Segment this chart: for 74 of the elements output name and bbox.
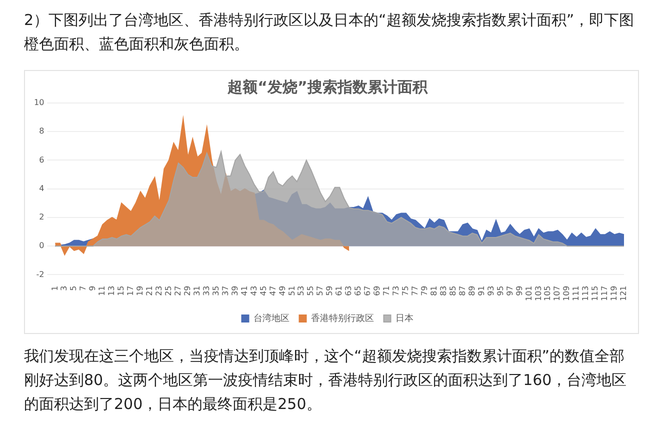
x-tick-label: 93: [486, 286, 496, 296]
x-tick-label: 1: [50, 286, 60, 291]
x-tick-label: 107: [552, 286, 562, 302]
legend-label: 香港特别行政区: [310, 312, 374, 324]
x-tick-label: 99: [514, 286, 524, 296]
x-tick-label: 5: [69, 286, 78, 291]
x-tick-label: 105: [543, 286, 552, 302]
x-tick-label: 63: [344, 286, 354, 296]
x-tick-label: 13: [107, 286, 116, 296]
x-tick-label: 61: [334, 286, 344, 296]
x-tick-label: 119: [610, 286, 619, 302]
x-tick-label: 65: [354, 286, 363, 296]
x-tick-label: 75: [401, 286, 410, 296]
y-tick-label: 2: [39, 212, 44, 222]
x-tick-label: 55: [306, 286, 316, 296]
y-tick-label: 4: [39, 184, 44, 193]
x-tick-label: 115: [590, 286, 600, 302]
text: 我们发现在这三个地区，当疫情达到顶峰时，这个“超额发烧搜索指数累计面积”的数值全部刚好达到80。这两个地区第一波疫情结束时，香港特别行政区的面积达到了160，台湾地区的面积达到了200，日本的最终面积是250。: [24, 346, 628, 415]
x-tick-label: 29: [182, 286, 192, 296]
x-tick-label: 37: [220, 286, 230, 296]
x-tick-label: 59: [325, 286, 334, 296]
x-tick-label: 71: [382, 286, 392, 296]
y-tick-label: 8: [39, 126, 44, 136]
x-tick-label: 7: [78, 286, 88, 291]
y-tick-label: 0: [39, 241, 44, 250]
x-tick-label: 39: [230, 286, 240, 296]
x-tick-label: 67: [363, 286, 372, 296]
x-tick-label: 15: [116, 286, 126, 296]
x-tick-label: 23: [154, 286, 164, 296]
x-tick-label: 79: [420, 286, 429, 296]
x-tick-label: 111: [572, 286, 581, 302]
x-tick-label: 89: [467, 286, 476, 296]
x-tick-label: 45: [258, 286, 268, 296]
x-tick-label: 81: [429, 286, 438, 296]
x-tick-label: 33: [202, 286, 211, 296]
text: 2）下图列出了台湾地区、香港特别行政区以及日本的“超额发烧搜索指数累计面积”，即下图橙色面积、蓝色面积和灰色面积。: [24, 10, 636, 55]
chart-title: 超额“发烧”搜索指数累计面积: [226, 78, 428, 96]
x-tick-label: 43: [249, 286, 258, 296]
x-tick-label: 19: [136, 286, 145, 296]
x-tick-label: 103: [534, 286, 543, 302]
x-tick-label: 41: [240, 286, 249, 296]
x-tick-label: 53: [296, 286, 306, 296]
x-tick-label: 25: [164, 286, 174, 296]
x-tick-label: 11: [98, 286, 107, 296]
x-tick-label: 101: [524, 286, 534, 302]
x-tick-label: 47: [268, 286, 278, 296]
x-tick-label: 57: [316, 286, 325, 296]
x-tick-label: 77: [410, 286, 420, 296]
x-tick-label: 117: [600, 286, 610, 302]
x-tick-label: 35: [211, 286, 220, 296]
x-tick-label: 91: [476, 286, 486, 296]
y-tick-label: -2: [36, 270, 44, 279]
x-tick-label: 109: [562, 286, 572, 302]
x-tick-label: 85: [448, 286, 458, 296]
x-tick-label: 3: [60, 286, 69, 291]
legend-label: 台湾地区: [253, 312, 290, 324]
x-tick-label: 31: [192, 286, 202, 296]
x-tick-label: 97: [505, 286, 514, 296]
x-tick-label: 121: [619, 286, 628, 302]
x-tick-label: 95: [496, 286, 505, 296]
legend-label: 日本: [395, 312, 414, 324]
y-tick-label: 6: [39, 155, 44, 164]
x-tick-label: 17: [126, 286, 136, 296]
x-tick-label: 27: [174, 286, 182, 296]
y-tick-label: 10: [34, 98, 44, 108]
x-tick-label: 51: [287, 286, 296, 296]
x-tick-label: 83: [438, 286, 448, 296]
x-tick-label: 113: [581, 286, 590, 302]
x-tick-label: 73: [392, 286, 401, 296]
x-tick-label: 9: [88, 286, 98, 291]
x-tick-label: 49: [278, 286, 287, 296]
x-tick-label: 69: [372, 286, 382, 296]
x-tick-label: 87: [458, 286, 467, 296]
x-tick-label: 21: [145, 286, 154, 296]
